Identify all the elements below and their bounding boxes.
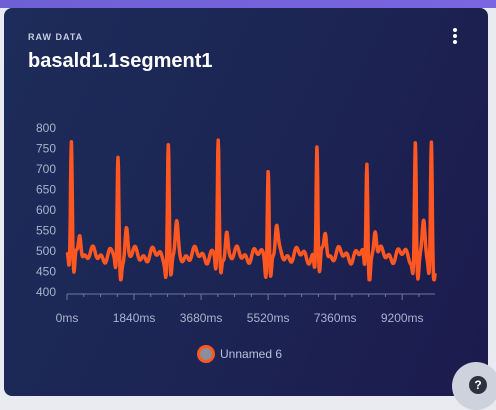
y-tick-label: 800: [36, 121, 56, 135]
top-accent-strip: [0, 0, 496, 8]
y-tick-label: 600: [36, 203, 56, 217]
x-tick-label: 7360ms: [314, 311, 357, 325]
x-axis: 0ms 1840ms 3680ms 5520ms 7360ms 9200ms: [56, 293, 435, 325]
x-tick-label: 0ms: [56, 311, 79, 325]
x-tick-label: 1840ms: [113, 311, 156, 325]
x-tick-label: 9200ms: [381, 311, 424, 325]
legend-marker-inner[interactable]: [200, 348, 212, 360]
help-icon: ?: [469, 376, 487, 394]
y-tick-label: 500: [36, 244, 56, 258]
series-line-unnamed-6: [65, 138, 437, 282]
card-eyebrow: RAW DATA: [28, 32, 84, 42]
help-button[interactable]: ?: [452, 362, 496, 410]
y-tick-label: 450: [36, 265, 56, 279]
more-vertical-icon[interactable]: [448, 28, 462, 44]
legend-label[interactable]: Unnamed 6: [220, 347, 282, 361]
x-tick-label: 3680ms: [180, 311, 223, 325]
y-tick-label: 750: [36, 142, 56, 156]
legend[interactable]: Unnamed 6: [197, 345, 282, 363]
y-tick-label: 550: [36, 224, 56, 238]
x-tick-label: 5520ms: [247, 311, 290, 325]
line-chart: 400 450 500 550 600 650 700 750 800 0ms 1840ms 368…: [36, 121, 437, 363]
raw-data-card: RAW DATA basald1.1segment1: [4, 8, 488, 396]
series-group: [65, 138, 437, 282]
y-tick-label: 650: [36, 183, 56, 197]
card-title: basald1.1segment1: [28, 50, 213, 72]
y-axis-ticks: 400 450 500 550 600 650 700 750 800: [36, 121, 56, 299]
y-tick-label: 700: [36, 162, 56, 176]
y-tick-label: 400: [36, 285, 56, 299]
